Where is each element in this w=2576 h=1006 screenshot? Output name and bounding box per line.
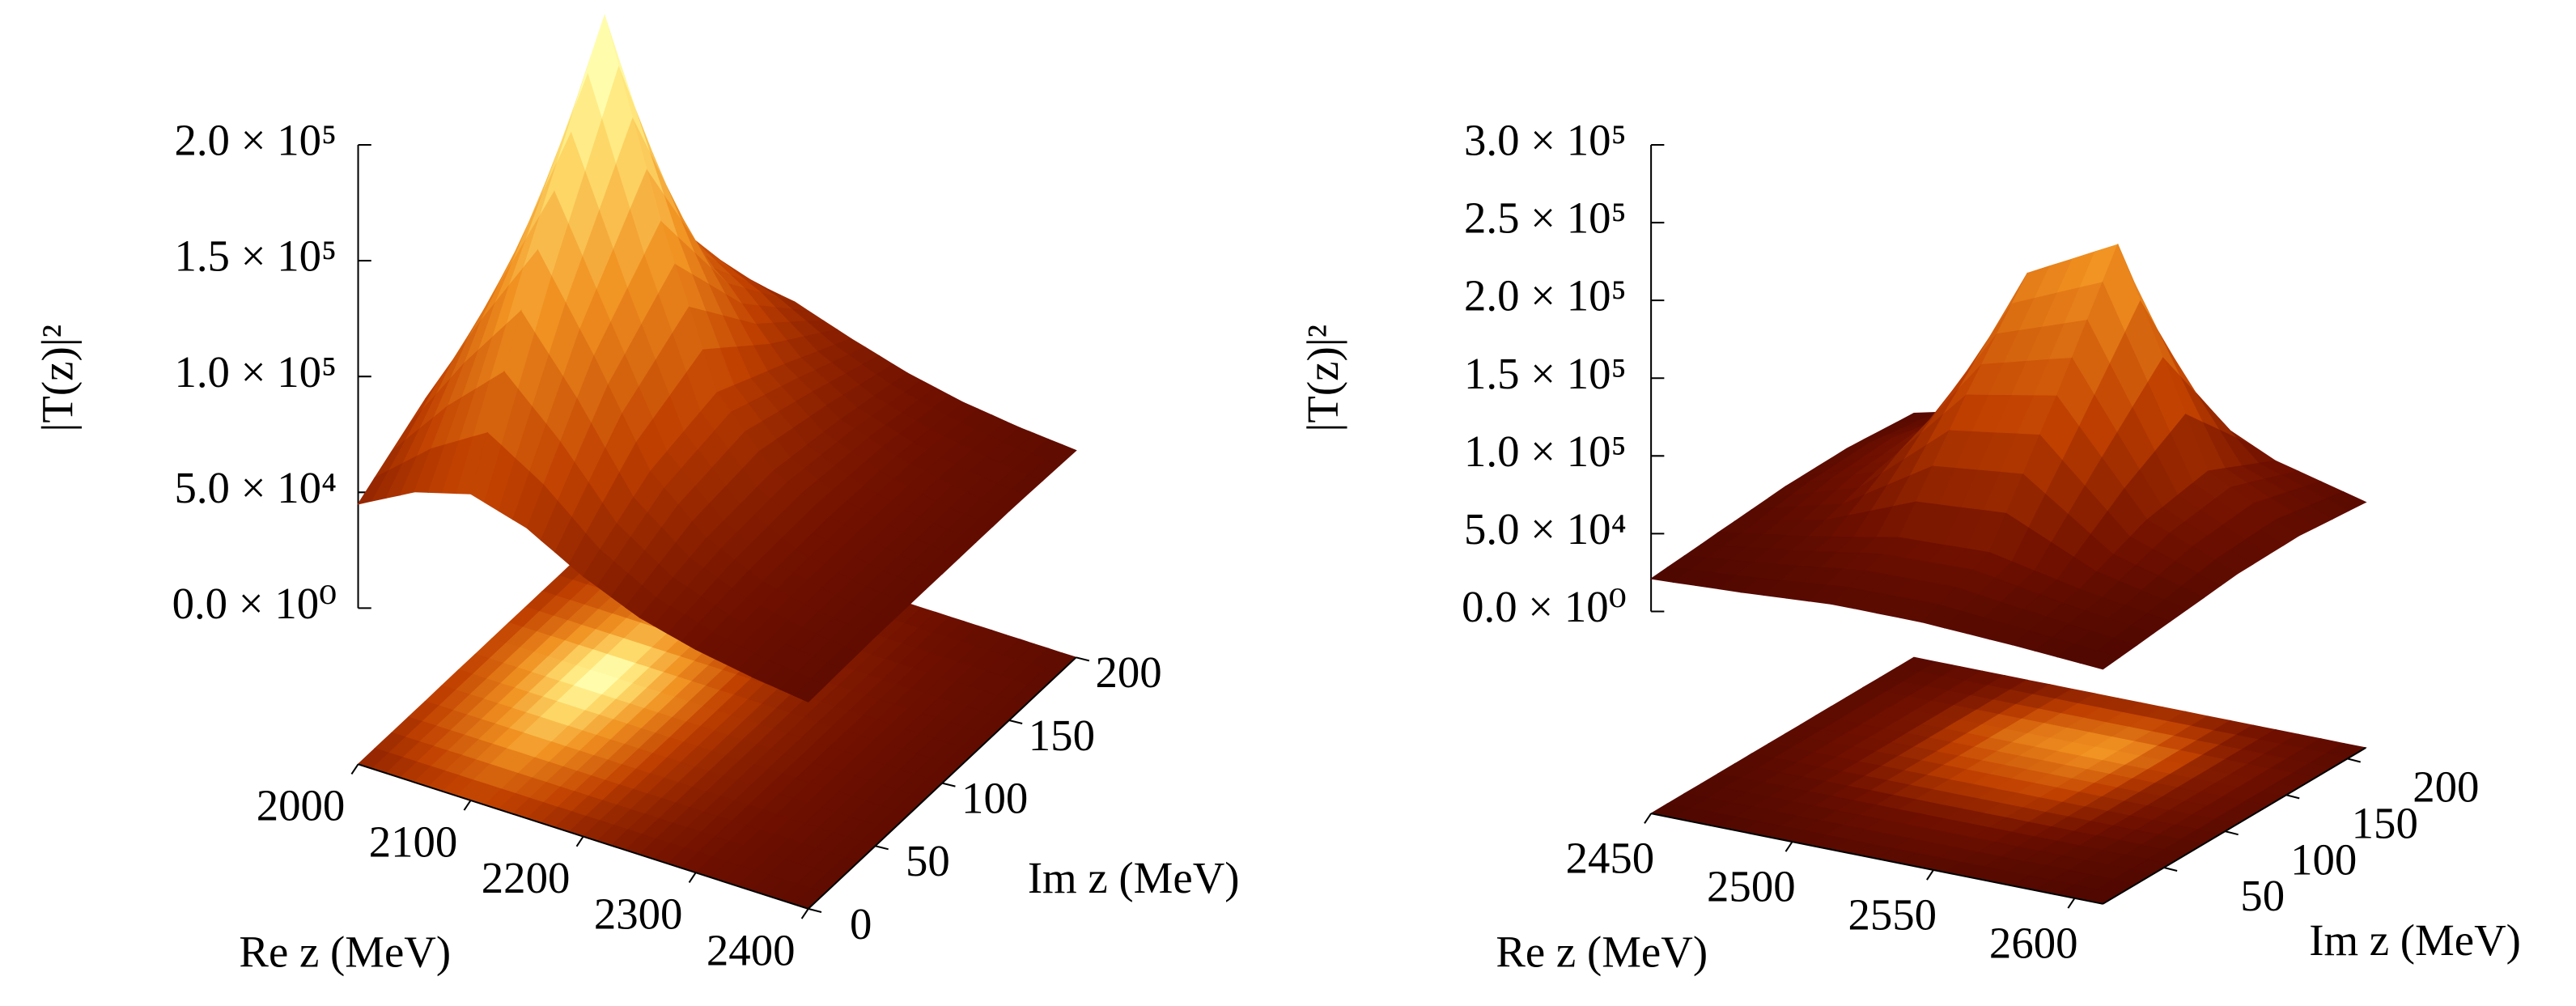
y-tick-label: 0: [850, 899, 872, 949]
z-tick-label: 1.5 × 10⁵: [1464, 349, 1627, 398]
y-axis-label: Im z (MeV): [1028, 853, 1240, 902]
x-tick-label: 2200: [482, 853, 571, 902]
z-tick-label: 0.0 × 10⁰: [1462, 582, 1627, 631]
x-tick: [1644, 813, 1652, 824]
x-tick-label: 2550: [1848, 889, 1937, 939]
y-axis: [2102, 747, 2366, 905]
x-tick-label: 2400: [707, 925, 796, 974]
x-tick-label: 2000: [257, 781, 346, 830]
x-axis-label: Re z (MeV): [239, 927, 451, 976]
y-tick-label: 200: [1095, 647, 1161, 697]
z-tick-label: 5.0 × 10⁴: [1464, 504, 1627, 554]
y-tick: [875, 845, 889, 851]
y-tick: [2163, 866, 2178, 872]
y-tick-label: 100: [961, 774, 1028, 823]
x-tick: [1926, 869, 1934, 881]
y-tick: [2225, 830, 2239, 836]
z-axis-label: |T(z)|²: [1298, 325, 1347, 432]
x-tick-label: 2300: [594, 889, 683, 939]
x-tick-label: 2450: [1566, 834, 1655, 883]
x-tick: [463, 800, 472, 811]
y-tick: [2347, 758, 2361, 763]
z-tick-label: 0.0 × 10⁰: [172, 579, 337, 628]
y-tick: [941, 782, 956, 787]
y-tick-label: 150: [1029, 711, 1095, 760]
x-axis-label: Re z (MeV): [1496, 927, 1708, 976]
x-tick-label: 2600: [1989, 918, 2078, 967]
surface-patch: [2079, 650, 2121, 670]
y-tick-label: 150: [2352, 798, 2418, 847]
y-axis-label: Im z (MeV): [2309, 915, 2521, 965]
z-tick-label: 2.5 × 10⁵: [1464, 193, 1627, 243]
x-tick: [2067, 898, 2076, 909]
y-tick-label: 50: [2240, 871, 2285, 920]
z-tick-label: 1.0 × 10⁵: [174, 347, 337, 397]
x-tick: [1785, 841, 1793, 852]
z-tick-label: 5.0 × 10⁴: [174, 463, 337, 512]
x-tick-label: 2100: [369, 817, 458, 866]
z-tick-label: 2.0 × 10⁵: [1464, 271, 1627, 320]
x-tick-label: 2500: [1707, 862, 1796, 911]
y-tick: [1076, 656, 1090, 662]
x-tick: [350, 763, 359, 775]
x-axis: [1650, 813, 2103, 905]
z-tick-label: 1.5 × 10⁵: [174, 231, 337, 281]
x-tick: [800, 908, 809, 919]
y-tick-label: 100: [2290, 834, 2357, 884]
surface-patch: [793, 678, 826, 703]
z-tick-label: 3.0 × 10⁵: [1464, 116, 1627, 165]
x-tick: [688, 872, 697, 883]
y-tick: [2285, 794, 2300, 800]
z-tick-label: 1.0 × 10⁵: [1464, 427, 1627, 476]
z-tick-label: 2.0 × 10⁵: [174, 116, 337, 165]
y-tick: [1008, 719, 1023, 725]
x-tick: [575, 836, 584, 847]
y-tick: [808, 907, 822, 913]
y-tick-label: 200: [2413, 762, 2479, 812]
y-tick-label: 50: [906, 836, 950, 885]
z-axis-label: |T(z)|²: [33, 325, 83, 432]
